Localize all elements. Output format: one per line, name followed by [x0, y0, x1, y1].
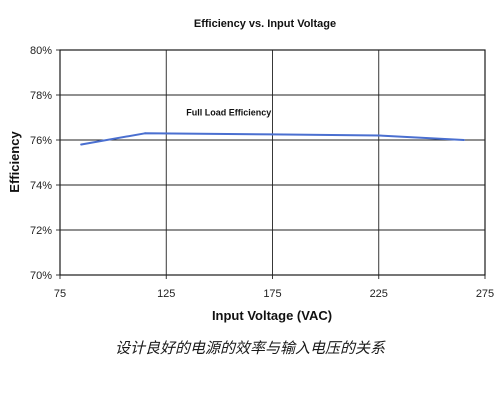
grid-lines	[56, 49, 486, 279]
y-tick-label: 74%	[30, 180, 52, 192]
x-tick-label: 75	[54, 288, 66, 300]
x-tick-label: 125	[157, 288, 175, 300]
figure-caption: 设计良好的电源的效率与输入电压的关系	[114, 339, 385, 357]
annotations: Full Load Efficiency	[186, 107, 271, 117]
data-point	[80, 143, 83, 146]
data-point	[271, 133, 274, 136]
data-point	[377, 134, 380, 137]
x-tick-label: 175	[263, 288, 281, 300]
x-tick-label: 275	[476, 288, 494, 300]
y-tick-label: 70%	[30, 270, 52, 282]
tick-labels: 75 125 175 225 275 70% 72% 74% 76% 78% 80%	[30, 45, 494, 300]
x-tick-label: 225	[370, 288, 388, 300]
data-point	[144, 132, 146, 135]
y-tick-label: 72%	[30, 225, 52, 237]
y-tick-label: 76%	[30, 135, 52, 147]
series-annotation: Full Load Efficiency	[186, 107, 271, 117]
y-axis-label: Efficiency	[7, 131, 22, 193]
x-axis-label: Input Voltage (VAC)	[212, 308, 332, 323]
data-point	[462, 139, 465, 141]
y-tick-label: 78%	[30, 90, 52, 102]
series-layer	[80, 132, 465, 146]
y-tick-label: 80%	[30, 45, 52, 57]
chart-title: Efficiency vs. Input Voltage	[194, 18, 336, 30]
